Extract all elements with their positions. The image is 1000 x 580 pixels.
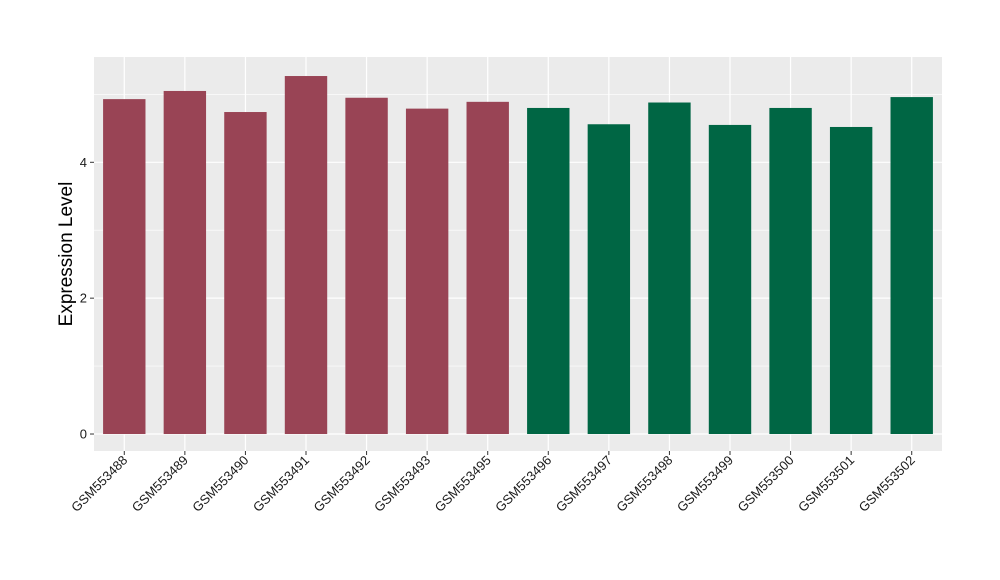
bars — [103, 76, 933, 435]
bar-GSM553497 — [587, 124, 631, 435]
x-tick-label: GSM553492 — [310, 453, 372, 515]
bar-GSM553498 — [648, 102, 691, 435]
bar-GSM553502 — [890, 97, 933, 435]
plot-panel — [94, 57, 942, 451]
x-tick-label: GSM553496 — [492, 453, 554, 515]
x-tick-label: GSM553497 — [553, 453, 615, 515]
y-axis: 0 2 4 — [80, 155, 94, 442]
bar-GSM553495 — [466, 101, 509, 435]
bar-GSM553489 — [163, 90, 207, 435]
x-tick-label: GSM553499 — [674, 453, 736, 515]
x-tick-label: GSM553493 — [371, 453, 433, 515]
x-tick-label: GSM553498 — [613, 453, 675, 515]
x-tick-label: GSM553489 — [129, 453, 191, 515]
x-tick-label: GSM553502 — [856, 453, 918, 515]
bar-GSM553496 — [527, 107, 570, 435]
x-tick-label: GSM553491 — [250, 453, 312, 515]
bar-GSM553499 — [708, 124, 752, 435]
x-tick-label: GSM553500 — [734, 453, 796, 515]
x-tick-label: GSM553501 — [795, 453, 857, 515]
bar-GSM553500 — [769, 107, 812, 435]
x-axis: GSM553488GSM553489GSM553490GSM553491GSM5… — [68, 451, 918, 515]
bar-GSM553501 — [829, 126, 873, 435]
y-axis-title: Expression Level — [56, 182, 77, 327]
bar-GSM553488 — [103, 99, 146, 435]
bar-GSM553491 — [284, 76, 328, 435]
y-tick-label: 4 — [80, 155, 87, 170]
x-tick-label: GSM553490 — [189, 453, 251, 515]
bar-GSM553490 — [224, 112, 267, 435]
bar-GSM553492 — [345, 97, 388, 435]
x-tick-label: GSM553488 — [68, 453, 130, 515]
x-tick-label: GSM553495 — [432, 453, 494, 515]
y-tick-label: 2 — [80, 291, 87, 306]
y-tick-label: 0 — [80, 427, 87, 442]
bar-GSM553493 — [405, 108, 449, 435]
